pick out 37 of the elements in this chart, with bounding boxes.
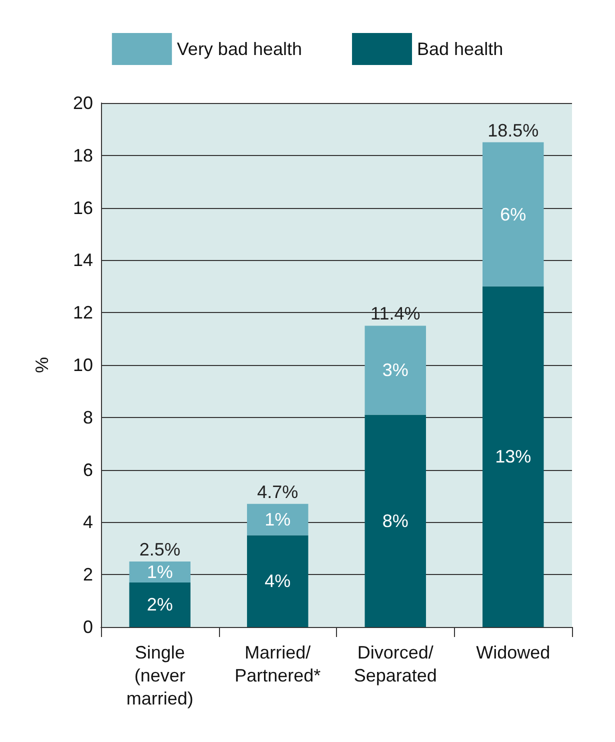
bar	[129, 582, 190, 627]
bar	[247, 535, 308, 627]
data-label: 1%	[264, 510, 291, 530]
y-tick-label: 0	[82, 617, 93, 637]
bar	[482, 142, 544, 286]
y-tick-label: 16	[72, 198, 93, 218]
bar	[364, 326, 426, 415]
total-label: 4.7%	[257, 482, 298, 502]
y-tick-label: 14	[72, 250, 93, 270]
total-label: 18.5%	[488, 120, 539, 140]
y-tick-label: 20	[72, 93, 93, 113]
data-label: 2%	[146, 594, 173, 615]
data-label: 8%	[382, 510, 408, 531]
legend-label: Bad health	[417, 39, 504, 59]
x-tick-label: Divorced/ Separated	[354, 642, 437, 686]
y-axis-title: %	[32, 356, 52, 374]
bar	[364, 414, 426, 627]
data-label: 13%	[495, 446, 532, 467]
y-tick-label: 4	[82, 512, 93, 532]
bar	[129, 562, 190, 582]
x-tick-label: Married/ Partnered*	[234, 642, 321, 686]
data-label: 6%	[500, 204, 526, 224]
y-tick-label: 10	[72, 355, 93, 375]
x-tick-label: Widowed	[476, 642, 550, 662]
data-label: 1%	[146, 562, 173, 582]
legend-label: Very bad health	[176, 39, 302, 59]
y-tick-label: 6	[82, 460, 93, 480]
data-label: 3%	[382, 360, 408, 380]
bar	[482, 286, 544, 627]
data-label: 4%	[264, 571, 291, 592]
y-tick-label: 18	[72, 145, 93, 166]
y-tick-label: 12	[72, 302, 93, 323]
x-tick-label: Single (never married)	[126, 642, 194, 708]
total-label: 2.5%	[139, 540, 180, 560]
bar	[247, 504, 308, 536]
y-tick-label: 2	[82, 564, 93, 585]
y-tick-label: 8	[82, 407, 93, 428]
